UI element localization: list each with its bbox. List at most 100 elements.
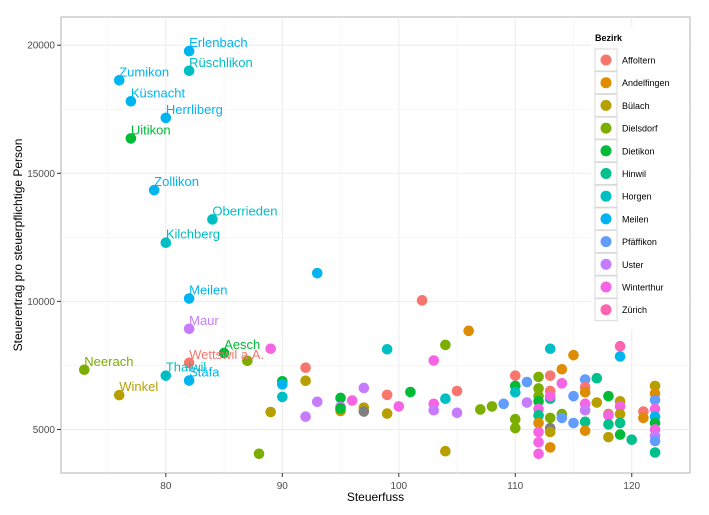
data-point bbox=[300, 411, 311, 422]
data-point-labeled bbox=[113, 389, 125, 401]
data-point bbox=[603, 390, 614, 402]
data-point-labeled bbox=[148, 184, 160, 196]
data-point bbox=[521, 376, 533, 388]
x-axis-title: Steuerfuss bbox=[347, 490, 404, 504]
data-point bbox=[533, 371, 544, 383]
data-point bbox=[614, 429, 626, 440]
data-point-labeled bbox=[125, 133, 137, 144]
legend-label: Andelfingen bbox=[622, 78, 670, 88]
data-point bbox=[626, 434, 638, 445]
data-point bbox=[533, 410, 544, 421]
data-point bbox=[428, 355, 440, 366]
data-point bbox=[649, 380, 661, 392]
data-point-labeled bbox=[160, 370, 172, 381]
data-point bbox=[451, 385, 463, 397]
data-point bbox=[579, 425, 591, 437]
data-point bbox=[579, 374, 591, 385]
legend-label: Winterthur bbox=[622, 283, 664, 293]
legend-swatch bbox=[600, 145, 612, 157]
point-label: Küsnacht bbox=[131, 85, 186, 100]
data-point bbox=[381, 389, 393, 401]
data-point-labeled bbox=[183, 45, 195, 57]
data-point bbox=[475, 404, 486, 415]
legend-swatch bbox=[600, 77, 612, 89]
data-point bbox=[277, 379, 288, 390]
point-label: Maur bbox=[189, 313, 219, 328]
data-point-labeled bbox=[113, 74, 125, 86]
data-point bbox=[277, 391, 288, 403]
point-label: Erlenbach bbox=[189, 35, 248, 50]
point-label: Neerach bbox=[84, 354, 133, 369]
point-label: Kilchberg bbox=[166, 227, 220, 242]
legend-swatch bbox=[600, 190, 612, 202]
data-point bbox=[311, 267, 323, 279]
data-point bbox=[416, 295, 428, 306]
legend-label: Affoltern bbox=[622, 56, 655, 66]
legend: Bezirk Affoltern Andelfingen Bülach Dielsdor… bbox=[591, 27, 689, 329]
data-points bbox=[78, 45, 661, 460]
legend-label: Dielsdorf bbox=[622, 124, 658, 134]
legend-label: Pfäffikon bbox=[622, 237, 657, 247]
x-tick-label: 100 bbox=[390, 481, 407, 492]
data-point bbox=[358, 382, 370, 394]
legend-title: Bezirk bbox=[595, 33, 623, 43]
legend-swatch bbox=[600, 304, 612, 316]
data-point bbox=[428, 404, 440, 416]
point-labels: Erlenbach Rüschlikon Zumikon Küsnacht Herrli… bbox=[84, 35, 277, 394]
data-point bbox=[335, 403, 346, 414]
legend-label: Bülach bbox=[622, 101, 650, 111]
legend-label: Zürich bbox=[622, 305, 647, 315]
data-point bbox=[544, 370, 556, 381]
legend-swatch bbox=[600, 236, 612, 248]
data-point bbox=[579, 404, 591, 416]
data-point bbox=[509, 387, 521, 398]
point-label: Meilen bbox=[189, 283, 227, 298]
point-label: Aesch bbox=[224, 337, 260, 352]
data-point bbox=[533, 417, 544, 429]
data-point bbox=[509, 370, 521, 381]
data-point bbox=[533, 395, 544, 407]
data-point bbox=[533, 426, 544, 438]
data-point-labeled bbox=[125, 95, 137, 107]
data-point-labeled bbox=[183, 65, 195, 77]
data-point bbox=[579, 387, 591, 398]
data-point bbox=[579, 416, 591, 428]
x-tick-label: 110 bbox=[507, 481, 523, 492]
data-point-labeled bbox=[183, 357, 195, 369]
data-point bbox=[440, 339, 451, 351]
data-point-labeled bbox=[218, 347, 230, 359]
data-point bbox=[451, 407, 463, 419]
data-point bbox=[544, 426, 556, 438]
data-point bbox=[533, 383, 544, 394]
point-label: Uitikon bbox=[131, 122, 171, 137]
data-point bbox=[556, 378, 568, 389]
data-point bbox=[614, 340, 626, 352]
data-point bbox=[649, 435, 661, 447]
data-point bbox=[603, 431, 614, 443]
point-label: Thalwil bbox=[166, 360, 207, 375]
y-tick-label: 15000 bbox=[27, 169, 55, 180]
data-point bbox=[521, 397, 533, 408]
point-label: Zollikon bbox=[154, 174, 199, 189]
point-label: Wettswil a.A. bbox=[189, 347, 264, 362]
data-point bbox=[614, 417, 626, 429]
data-point bbox=[253, 448, 265, 460]
point-label: Oberrieden bbox=[212, 203, 277, 218]
data-point bbox=[440, 393, 451, 405]
data-point bbox=[544, 390, 556, 402]
data-point bbox=[591, 372, 603, 384]
data-point bbox=[614, 401, 626, 412]
legend-swatch bbox=[600, 122, 612, 134]
data-point-labeled bbox=[160, 112, 172, 124]
data-point bbox=[568, 349, 579, 361]
data-point bbox=[405, 386, 416, 398]
data-point bbox=[649, 447, 661, 458]
legend-swatch bbox=[600, 213, 612, 225]
legend-label: Meilen bbox=[622, 214, 649, 224]
y-tick-label: 5000 bbox=[33, 425, 56, 436]
y-tick-label: 10000 bbox=[27, 297, 55, 308]
x-tick-label: 120 bbox=[623, 481, 640, 492]
y-axis-title: Steuerertrag pro steuerpflichtige Person bbox=[11, 139, 25, 352]
data-point bbox=[544, 412, 556, 424]
